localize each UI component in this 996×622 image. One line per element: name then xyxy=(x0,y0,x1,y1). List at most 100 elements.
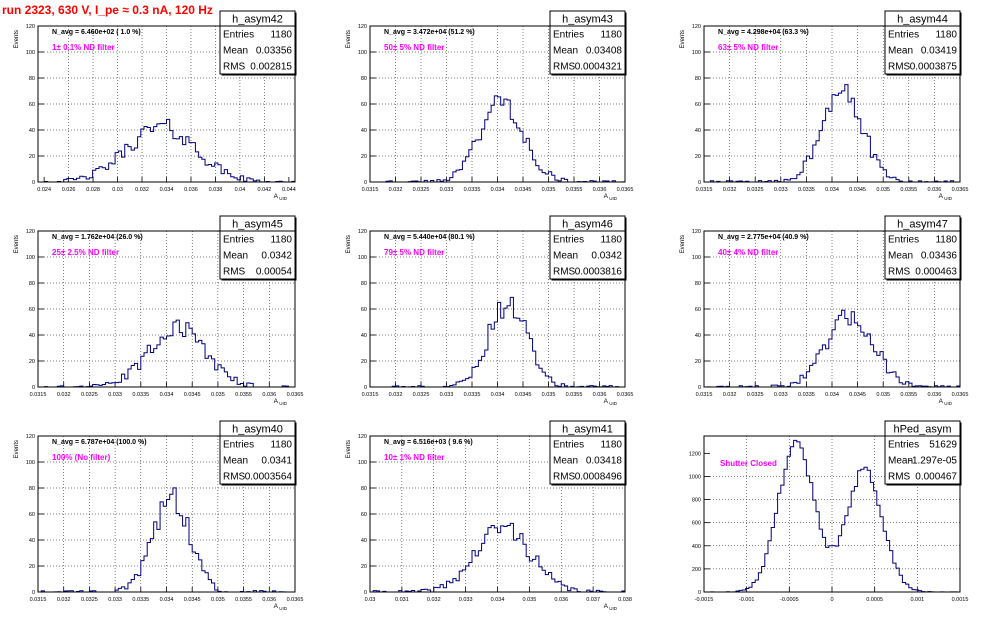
page-title: run 2323, 630 V, I_pe ≈ 0.3 nA, 120 Hz xyxy=(2,3,213,17)
stats-box: h_asym46 Entries 1180 Mean 0.0342 RMS 0.000381… xyxy=(549,215,627,281)
histogram-series xyxy=(370,522,626,593)
stat-value: 0.002815 xyxy=(250,62,292,73)
filter-annotation: 100% (No filter) xyxy=(52,453,111,462)
x-axis-label: A UID xyxy=(274,398,288,406)
plot-frame xyxy=(369,25,626,183)
x-tick-label: 0.035 xyxy=(876,187,890,193)
y-tick-label: 120 xyxy=(692,24,701,30)
plot-frame xyxy=(369,435,626,593)
x-tick-label: 0.0335 xyxy=(798,187,815,193)
histogram-name: h_asym40 xyxy=(232,424,283,436)
x-tick-label: 0.036 xyxy=(928,392,942,398)
histogram-panel-h_asym45: 0.0315 0.032 0.0325 0.033 0.0335 0.034 0.0345 0… xyxy=(14,215,303,406)
x-tick-label: 0.026 xyxy=(62,187,76,193)
x-tick-label: 0.0325 xyxy=(747,392,764,398)
y-tick-label: 80 xyxy=(29,76,35,82)
x-tick-label: 0.038 xyxy=(209,187,223,193)
histogram-series xyxy=(370,95,626,183)
y-tick-label: 100 xyxy=(26,50,35,56)
x-axis-label: A UID xyxy=(939,398,953,406)
x-tick-label: 0.0325 xyxy=(413,187,430,193)
y-tick-label: 1200 xyxy=(689,451,701,457)
stat-value: 0.000467 xyxy=(915,472,957,483)
y-tick-label: 60 xyxy=(361,102,367,108)
stat-label: Mean xyxy=(553,46,578,57)
x-tick-label: 0.03 xyxy=(112,187,123,193)
histogram-panel-h_asym43: 0.0315 0.032 0.0325 0.033 0.0335 0.034 0.0345 0… xyxy=(346,10,633,201)
y-tick-label: 200 xyxy=(692,567,701,573)
y-tick-label: 60 xyxy=(29,102,35,108)
histogram-series xyxy=(38,487,295,593)
x-tick-label: 0.032 xyxy=(427,597,441,603)
x-tick-label: 0.0355 xyxy=(900,187,917,193)
stat-value: 1180 xyxy=(270,235,292,246)
stat-value: 1180 xyxy=(935,30,957,41)
plot-frame xyxy=(703,230,961,388)
x-tick-label: 0.032 xyxy=(723,392,737,398)
stat-value: 0.00054 xyxy=(256,267,293,278)
stat-label: Mean xyxy=(223,251,248,262)
y-tick-label: 80 xyxy=(361,281,367,287)
stat-value: 0.03356 xyxy=(256,46,293,57)
stat-value: 0.0008496 xyxy=(575,472,623,483)
y-tick-label: 60 xyxy=(29,512,35,518)
plot-frame xyxy=(703,435,961,593)
x-tick-label: 0.032 xyxy=(389,187,403,193)
histogram-panel-hPed_asym: -0.0015 -0.001 -0.0005 0 0.0005 0.001 0.0015 0 2… xyxy=(689,420,968,603)
histogram-panel-h_asym46: 0.0315 0.032 0.0325 0.033 0.0335 0.034 0.0345 0… xyxy=(346,215,634,406)
y-tick-label: 100 xyxy=(692,255,701,261)
x-tick-label: 0.034 xyxy=(160,597,174,603)
x-tick-label: 0.0355 xyxy=(566,392,583,398)
filter-annotation: Shutter Closed xyxy=(720,459,777,468)
stat-value: 51629 xyxy=(929,440,957,451)
x-tick-label: 0.0345 xyxy=(515,392,532,398)
histogram-name: h_asym46 xyxy=(562,219,613,231)
filter-annotation: 25± 2.5% ND filter xyxy=(52,248,119,257)
y-tick-label: 20 xyxy=(695,359,701,365)
y-tick-label: 60 xyxy=(361,512,367,518)
x-tick-label: 0.033 xyxy=(440,187,454,193)
stat-label: RMS xyxy=(553,62,576,73)
stat-label: Entries xyxy=(553,440,584,451)
x-tick-label: 0.0365 xyxy=(617,392,634,398)
stat-value: 0.03419 xyxy=(921,46,958,57)
stat-label: Mean xyxy=(553,456,578,467)
y-tick-label: 100 xyxy=(26,460,35,466)
navg-annotation: N_avg = 6.460e+02 ( 1.0 %) xyxy=(52,29,141,36)
y-tick-label: 20 xyxy=(29,154,35,160)
y-tick-label: 0 xyxy=(698,590,701,596)
stats-box: h_asym40 Entries 1180 Mean 0.0341 RMS 0.000356… xyxy=(219,420,297,486)
stat-label: RMS xyxy=(553,472,576,483)
x-tick-label: 0.0345 xyxy=(184,392,201,398)
navg-annotation: N_avg = 3.472e+04 (51.2 %) xyxy=(384,29,475,36)
stat-value: 0.0342 xyxy=(261,251,292,262)
x-axis-label: A UID xyxy=(604,398,618,406)
stat-label: RMS xyxy=(223,267,246,278)
x-tick-label: 0.034 xyxy=(491,597,505,603)
x-tick-label: 0.036 xyxy=(593,392,607,398)
x-tick-label: 0.034 xyxy=(160,392,174,398)
y-tick-label: 60 xyxy=(695,102,701,108)
histogram-name: hPed_asym xyxy=(893,424,951,436)
x-tick-label: 0.032 xyxy=(723,187,737,193)
filter-annotation: 63± 5% ND filter xyxy=(718,43,778,52)
histogram-name: h_asym44 xyxy=(897,14,948,26)
y-tick-label: 20 xyxy=(29,564,35,570)
x-tick-label: 0.036 xyxy=(593,187,607,193)
x-tick-label: 0.0335 xyxy=(132,392,149,398)
histogram-panel-h_asym41: 0.03 0.031 0.032 0.033 0.034 0.035 0.036 0.037 0… xyxy=(346,420,632,611)
x-tick-label: 0.036 xyxy=(554,597,568,603)
x-tick-label: 0.0355 xyxy=(235,392,252,398)
histogram-series xyxy=(704,439,960,593)
x-tick-label: 0.034 xyxy=(825,187,839,193)
filter-annotation: 50± 5% ND filter xyxy=(384,43,444,52)
y-tick-label: 80 xyxy=(29,281,35,287)
y-tick-label: 0 xyxy=(32,180,35,186)
y-tick-label: 100 xyxy=(692,50,701,56)
y-axis-label: Events xyxy=(14,30,20,48)
x-tick-label: 0.033 xyxy=(774,392,788,398)
navg-annotation: N_avg = 5.440e+04 (80.1 %) xyxy=(384,234,475,241)
y-tick-label: 120 xyxy=(26,434,35,440)
y-tick-label: 40 xyxy=(29,333,35,339)
stat-label: Entries xyxy=(553,30,584,41)
